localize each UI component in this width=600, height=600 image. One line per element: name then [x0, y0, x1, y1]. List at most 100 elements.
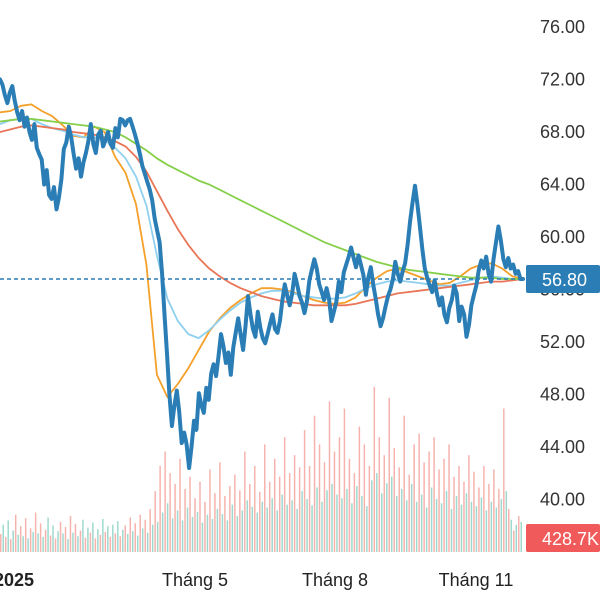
x-tick-label-year: 2025: [0, 570, 34, 590]
volume-bar: [485, 510, 488, 552]
volume-bar: [7, 520, 9, 552]
volume-bar: [89, 532, 92, 552]
volume-bar: [296, 508, 298, 552]
volume-bar: [231, 504, 234, 552]
volume-bar: [271, 498, 273, 552]
volume-bar: [52, 525, 54, 552]
volume-bar: [44, 529, 47, 552]
volume-bar: [72, 532, 74, 552]
volume-bar: [136, 535, 139, 552]
volume-bar: [256, 512, 259, 552]
volume-bar: [156, 521, 159, 552]
volume-bar: [144, 519, 146, 552]
volume-bar: [204, 501, 206, 552]
volume-bar: [104, 531, 107, 552]
x-tick-label: Tháng 5: [162, 570, 228, 590]
volume-bar: [102, 519, 104, 552]
volume-bar: [251, 506, 254, 552]
volume-bar: [470, 501, 473, 552]
volume-bar: [22, 536, 24, 552]
volume-bar: [371, 480, 373, 552]
volume-bar: [186, 507, 189, 552]
y-tick-label: 68.00: [540, 122, 585, 142]
volume-bar: [500, 498, 503, 552]
volume-bar: [131, 531, 134, 552]
volume-bar: [97, 529, 99, 552]
volume-bar: [453, 476, 455, 552]
volume-bar: [298, 467, 301, 552]
volume-bar: [259, 491, 261, 552]
volume-bar: [59, 521, 62, 552]
volume-bar: [107, 526, 109, 552]
volume-bar: [398, 467, 400, 552]
volume-bar: [403, 415, 405, 552]
volume-bar: [206, 514, 209, 552]
volume-bar: [49, 535, 52, 552]
volume-bar: [176, 510, 179, 552]
volume-bar: [79, 530, 82, 552]
volume-bar: [129, 517, 131, 552]
volume-bar: [363, 444, 366, 552]
ma-green-line: [0, 118, 524, 280]
volume-bar: [92, 522, 94, 552]
volume-bar: [24, 518, 27, 552]
volume-bar: [9, 539, 12, 552]
volume-bar: [423, 462, 425, 552]
volume-bar: [336, 494, 338, 552]
volume-bar: [505, 491, 508, 552]
volume-bar: [293, 455, 296, 552]
x-tick-label: Tháng 11: [439, 570, 514, 590]
volume-bar: [410, 483, 413, 552]
volume-bar: [67, 539, 69, 552]
volume-bar: [341, 498, 343, 552]
volume-bar: [313, 415, 316, 552]
volume-bar: [433, 437, 435, 552]
volume-bar: [316, 487, 318, 552]
volume-bar: [181, 520, 184, 552]
volume-bar: [124, 525, 127, 552]
volume-bar: [62, 533, 64, 552]
current-price-badge: 56.80: [526, 265, 600, 293]
volume-bar: [34, 512, 37, 552]
volume-bar: [393, 447, 395, 552]
x-axis: 2025 Tháng 5 Tháng 8 Tháng 11: [0, 570, 513, 590]
y-tick-label: 60.00: [540, 227, 585, 247]
volume-bar: [490, 501, 493, 552]
volume-label: 428.7K: [542, 529, 599, 549]
volume-bar: [77, 536, 79, 552]
volume-bar: [478, 487, 480, 552]
volume-bar: [211, 519, 214, 552]
volume-bar: [17, 534, 19, 552]
y-tick-label: 44.00: [540, 437, 585, 457]
volume-bar: [37, 533, 39, 552]
volume-bar: [445, 491, 448, 552]
volume-bar: [99, 534, 102, 552]
volume-bar: [82, 519, 84, 552]
volume-bar: [29, 528, 32, 552]
volume-bar: [438, 469, 440, 552]
volume-bar: [346, 488, 348, 552]
volume-bar: [54, 538, 57, 552]
volume-bar: [161, 512, 164, 552]
volume-bar: [74, 524, 77, 552]
volume-bar: [249, 483, 251, 552]
volume-bar: [87, 527, 89, 552]
volume-bar: [333, 451, 336, 552]
volume-bar: [428, 451, 430, 552]
volume-bar: [164, 451, 166, 552]
volume-bar: [189, 476, 191, 552]
volume-bar: [373, 387, 376, 552]
y-tick-label: 64.00: [540, 175, 585, 195]
volume-bar: [42, 536, 44, 552]
volume-bar: [493, 469, 495, 552]
volume-bar: [408, 474, 410, 552]
volume-bar: [268, 481, 271, 552]
volume-bar: [306, 498, 308, 552]
ma-orange-line: [0, 103, 524, 398]
volume-bar: [174, 483, 176, 552]
volume-bar: [278, 476, 281, 552]
volume-bar: [288, 473, 291, 552]
volume-bar: [2, 524, 4, 552]
volume-bar: [94, 538, 97, 552]
volume-bar: [510, 519, 513, 552]
